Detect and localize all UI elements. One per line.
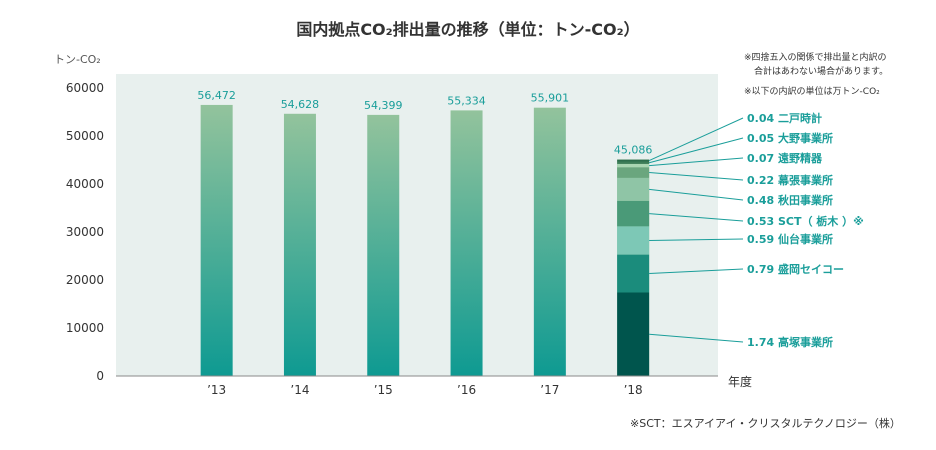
x-axis: ’13 ’14 ’15 ’16 ’17 ’18 <box>207 383 643 397</box>
breakdown-leader-line <box>649 157 744 167</box>
breakdown-label: 0.22 幕張事業所 <box>747 173 833 187</box>
x-tick-label: ’16 <box>457 383 476 397</box>
y-tick-label: 0 <box>96 369 104 383</box>
bar-value-label: 45,086 <box>614 144 653 157</box>
breakdown-segment <box>617 200 650 227</box>
breakdown-segment <box>617 163 650 168</box>
breakdown-segment <box>617 177 650 201</box>
bar-value-label: 55,334 <box>447 94 486 107</box>
x-tick-label: ’18 <box>624 383 643 397</box>
breakdown-segment <box>617 167 650 178</box>
y-tick-label: 20000 <box>66 273 104 287</box>
footnote: ※SCT：エスアイアイ・クリスタルテクノロジー（株） <box>630 416 901 430</box>
breakdown-leader-line <box>648 117 744 162</box>
bar <box>200 104 233 377</box>
bar <box>367 114 400 377</box>
breakdown-label: 0.48 秋田事業所 <box>747 193 833 207</box>
y-tick-label: 50000 <box>66 129 104 143</box>
breakdown-label: 1.74 高塚事業所 <box>747 335 833 349</box>
bar-value-label: 56,472 <box>197 89 236 102</box>
bar <box>533 107 566 376</box>
y-tick-label: 10000 <box>66 321 104 335</box>
bar <box>283 113 316 377</box>
bar-value-label: 54,399 <box>364 99 403 112</box>
breakdown-stack: 1.74 高塚事業所 0.79 盛岡セイコー 0.59 仙台事業所 0.53 SCT（… <box>617 111 864 376</box>
bar-value-label: 54,628 <box>281 98 320 111</box>
y-tick-label: 60000 <box>66 81 104 95</box>
breakdown-segment <box>617 226 650 255</box>
breakdown-leader-line <box>649 238 744 241</box>
x-tick-label: ’13 <box>207 383 226 397</box>
breakdown-leader-line <box>649 213 744 222</box>
breakdown-segment <box>617 159 650 162</box>
breakdown-segment <box>617 254 650 293</box>
note-line-2: 合計はあわない場合があります。 <box>754 65 888 77</box>
breakdown-label: 0.59 仙台事業所 <box>747 232 833 246</box>
y-axis: 0 10000 20000 30000 40000 50000 60000 <box>66 81 104 383</box>
breakdown-leader-line <box>649 172 744 181</box>
y-axis-unit-label: トン-CO₂ <box>54 53 101 66</box>
x-tick-label: ’15 <box>374 383 393 397</box>
note-line-1: ※四捨五入の関係で排出量と内訳の <box>744 51 887 63</box>
breakdown-label: 0.79 盛岡セイコー <box>747 262 844 276</box>
breakdown-segment <box>617 292 650 376</box>
x-tick-label: ’14 <box>290 383 309 397</box>
breakdown-leader-line <box>649 137 744 164</box>
breakdown-label: 0.05 大野事業所 <box>747 131 833 145</box>
x-axis-title: 年度 <box>728 374 752 389</box>
x-tick-label: ’17 <box>540 383 559 397</box>
chart-title: 国内拠点CO₂排出量の推移（単位：トン-CO₂） <box>296 20 639 39</box>
breakdown-label: 0.53 SCT（ 栃木 ）※ <box>747 214 864 228</box>
y-tick-label: 40000 <box>66 177 104 191</box>
y-tick-label: 30000 <box>66 225 104 239</box>
bar <box>450 110 483 377</box>
breakdown-leader-line <box>649 333 744 343</box>
breakdown-label: 0.04 二戸時計 <box>747 111 822 125</box>
breakdown-leader-line <box>649 268 744 275</box>
note-line-3: ※以下の内訳の単位は万トン-CO₂ <box>744 85 880 97</box>
breakdown-leader-line <box>649 188 744 201</box>
breakdown-label: 0.07 遠野精器 <box>747 151 823 165</box>
bar-value-label: 55,901 <box>531 92 570 105</box>
breakdown-segment <box>617 161 650 164</box>
